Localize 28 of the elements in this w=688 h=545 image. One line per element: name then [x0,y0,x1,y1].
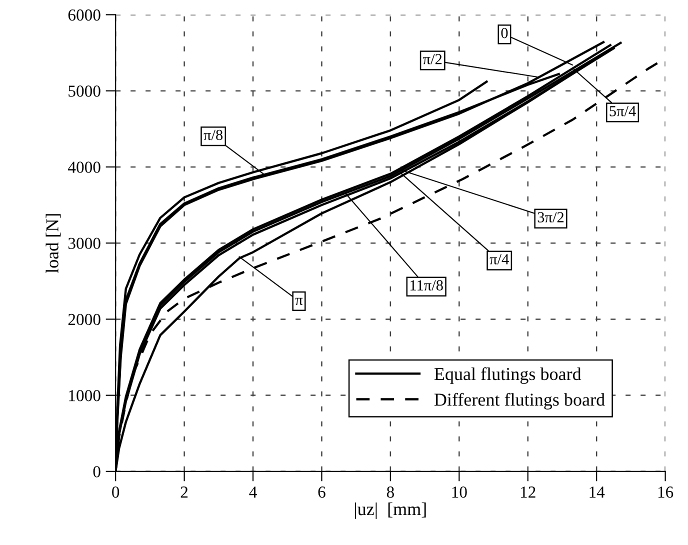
annotation: π/2 [423,54,442,64]
x-tick-label: 6 [318,486,326,498]
x-tick-label: 12 [521,486,536,498]
annotation: 3π/2 [538,212,564,222]
x-axis-title: |uz| [mm] [355,502,426,519]
annotation: π [295,298,303,306]
legend-label: Equal flutings board [434,367,582,384]
x-tick-label: 0 [112,486,120,498]
y-tick-label: 3000 [68,238,100,250]
annotation: 0 [501,28,508,38]
y-tick-label: 6000 [68,9,100,21]
annotation: π/8 [204,130,223,140]
x-tick-label: 16 [658,486,674,498]
x-tick-label: 14 [590,486,605,498]
y-tick-label: 0 [93,466,100,478]
y-tick-label: 1000 [69,390,100,402]
y-tick-label: 2000 [68,314,100,326]
annotation: π/4 [490,254,509,264]
annotation: 11π/8 [410,280,443,290]
legend-label: Different flutings board [434,392,605,410]
x-tick-label: 2 [180,486,188,498]
x-tick-label: 10 [452,486,467,498]
x-tick-label: 8 [386,486,394,498]
x-tick-label: 4 [249,486,257,498]
y-tick-label: 4000 [68,162,100,173]
y-axis-title: load [N] [46,214,61,274]
y-tick-label: 5000 [68,86,100,97]
annotation: 5π/4 [610,106,636,116]
